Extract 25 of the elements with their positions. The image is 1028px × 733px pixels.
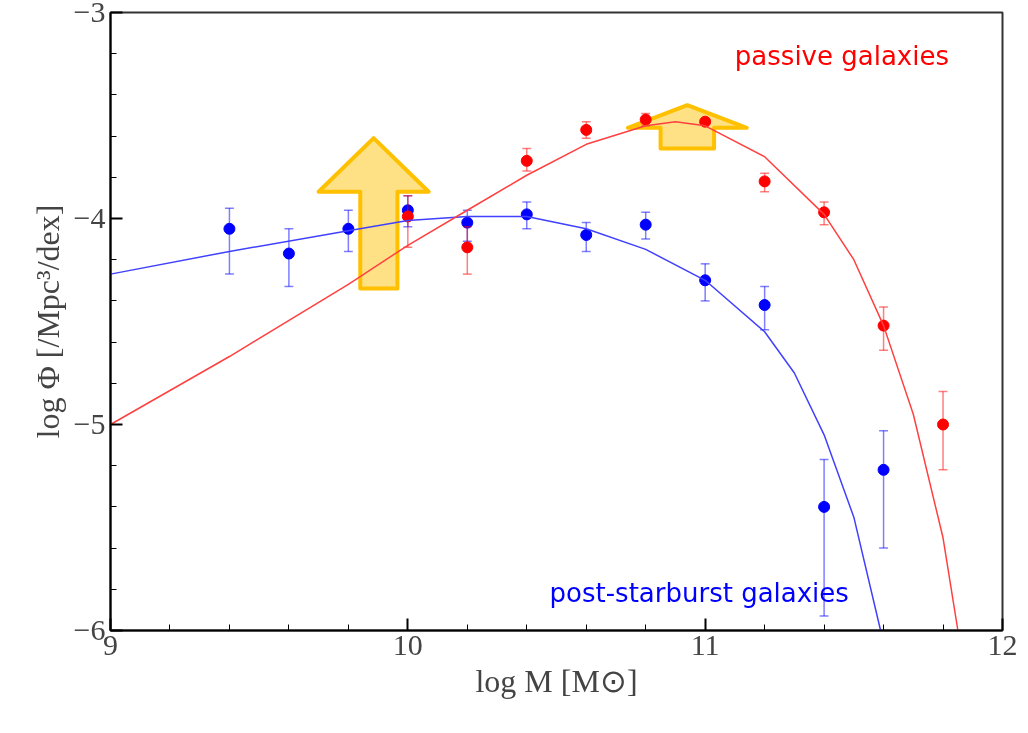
point: [937, 418, 950, 431]
point: [223, 222, 236, 235]
y-tick-label: −4: [73, 201, 106, 234]
point: [758, 175, 771, 188]
point: [758, 299, 771, 312]
point: [639, 113, 652, 126]
point: [877, 463, 890, 476]
y-axis-title: log Φ [/Mpc³/dex]: [29, 204, 66, 439]
text: passive galaxies: [734, 40, 950, 71]
point: [639, 218, 652, 231]
point: [520, 154, 533, 167]
y-tick-label: −5: [73, 407, 106, 440]
point: [580, 228, 593, 241]
x-tick-label: 11: [690, 627, 720, 661]
x-tick-label: 12: [987, 627, 1018, 661]
point: [461, 216, 474, 229]
x-tick-label: 10: [392, 627, 423, 661]
point: [699, 115, 712, 128]
x-axis-title: log M [M⊙]: [475, 662, 638, 699]
point: [401, 210, 414, 223]
point: [461, 241, 474, 254]
y-tick-label: −3: [73, 0, 106, 28]
point: [818, 500, 831, 513]
point: [282, 247, 295, 260]
text: post-starburst galaxies: [549, 578, 849, 609]
